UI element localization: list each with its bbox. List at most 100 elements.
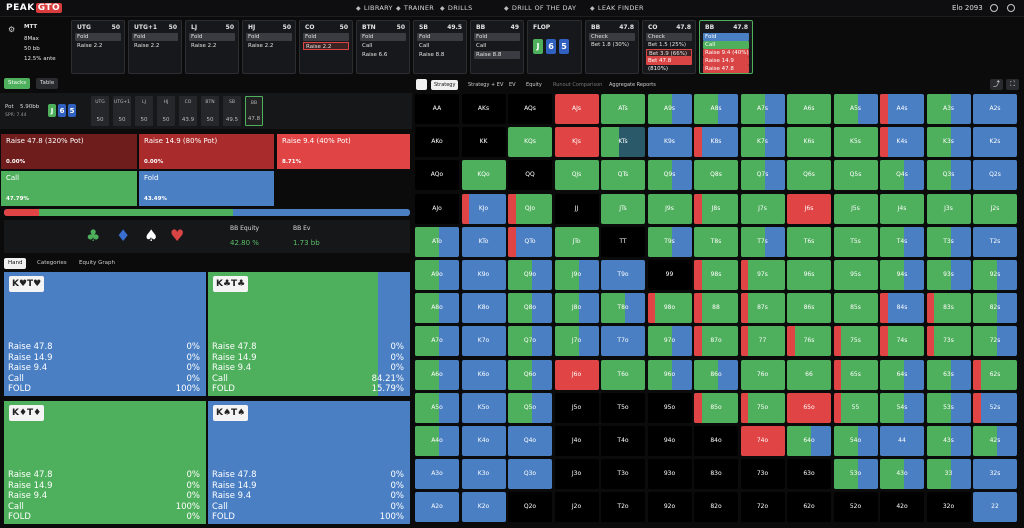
tab-ev[interactable]: EV — [509, 82, 516, 88]
hand-cell[interactable]: KJs — [554, 127, 599, 158]
seat-action[interactable]: Raise 6.6 — [362, 52, 388, 58]
hand-cell[interactable]: 97s — [740, 260, 785, 290]
seat-utg+1[interactable]: UTG+1 50 Fold Raise 2.2 — [128, 20, 182, 74]
hand-cell[interactable]: J4o — [554, 426, 599, 456]
seat-action[interactable]: Raise 2.2 — [77, 43, 103, 49]
seat-action[interactable]: Check — [646, 33, 692, 41]
seat-action[interactable]: Raise 2.2 — [191, 43, 217, 49]
hand-cell[interactable]: 93s — [926, 260, 971, 290]
seat-action[interactable]: Bet 1.8 (30%) — [591, 42, 630, 48]
hand-cell[interactable]: KQo — [461, 160, 506, 191]
hand-cell[interactable]: 94o — [647, 426, 692, 456]
hand-cell[interactable]: Q2o — [508, 492, 552, 523]
hand-cell[interactable]: 95o — [647, 392, 692, 423]
hand-cell[interactable]: 77 — [740, 326, 785, 357]
hand-cell[interactable]: 72o — [740, 492, 785, 523]
hand-cell[interactable]: 63s — [926, 359, 971, 390]
hand-cell[interactable]: T4o — [601, 426, 645, 456]
postflop-seat-1[interactable]: CO 47.8 Check Bet 1.5 (25%) Bet 3.9 (66%) Bet… — [642, 20, 696, 74]
hand-cell[interactable]: KK — [461, 127, 506, 158]
seat-sb[interactable]: SB 49.5 Fold Call Raise 8.8 — [413, 20, 467, 74]
hand-cell[interactable]: 74o — [740, 426, 785, 456]
nav-leak-finder[interactable]: ◆ LEAK FINDER — [590, 4, 644, 12]
hand-combo-2[interactable]: K♦T♦ Raise 47.8 0% Raise 14.9 0% Raise 9.4 0% C… — [4, 401, 206, 524]
hand-cell[interactable]: 42s — [973, 426, 1017, 456]
seat-action[interactable]: Raise 8.8 — [419, 52, 445, 58]
hand-cell[interactable]: J9s — [647, 193, 692, 224]
hand-cell[interactable]: A3s — [926, 94, 971, 124]
hand-cell[interactable]: T7o — [601, 326, 645, 357]
hand-cell[interactable]: 88 — [694, 293, 738, 324]
tab-runout-comparison[interactable]: Runout Comparison — [553, 82, 603, 88]
tab-categories[interactable]: Categories — [37, 260, 67, 266]
hand-cell[interactable]: K5o — [461, 392, 506, 423]
seat-utg[interactable]: UTG 50 Fold Raise 2.2 — [71, 20, 125, 74]
hand-cell[interactable]: AKs — [461, 94, 506, 124]
hand-cell[interactable]: A2s — [973, 94, 1017, 124]
hand-cell[interactable]: J6o — [554, 359, 599, 390]
hand-cell[interactable]: Q2s — [973, 160, 1017, 191]
tab-strategy-ev[interactable]: Strategy + EV — [468, 82, 504, 88]
hand-cell[interactable]: J6s — [787, 193, 831, 224]
hand-cell[interactable]: 92o — [647, 492, 692, 523]
hand-cell[interactable]: T5s — [833, 226, 878, 257]
nav-drill-of-the-day[interactable]: ◆ DRILL OF THE DAY — [504, 4, 576, 12]
hand-cell[interactable]: K8s — [694, 127, 738, 158]
hand-cell[interactable]: A6s — [787, 94, 831, 124]
seat-hj[interactable]: HJ 50 Fold Raise 2.2 — [242, 20, 296, 74]
option-raise-14-9-80-pot-[interactable]: Raise 14.9 (80% Pot) 0.00% — [139, 134, 274, 169]
hand-cell[interactable]: A9o — [415, 260, 459, 290]
hand-cell[interactable]: 84o — [694, 426, 738, 456]
option-call[interactable]: Call 47.79% — [1, 171, 137, 206]
hand-cell[interactable]: 64s — [880, 359, 924, 390]
hand-cell[interactable]: TT — [601, 226, 645, 257]
seat-action[interactable]: Fold — [417, 33, 463, 41]
seat-lj[interactable]: LJ 50 Fold Raise 2.2 — [185, 20, 239, 74]
hand-cell[interactable]: 22 — [973, 492, 1017, 523]
tab-strategy[interactable]: Strategy — [431, 80, 459, 90]
hand-cell[interactable]: K2o — [461, 492, 506, 523]
hand-cell[interactable]: 98s — [694, 260, 738, 290]
tab-stacks[interactable]: Stacks — [4, 78, 31, 89]
hand-cell[interactable]: 98o — [647, 293, 692, 324]
club-icon[interactable]: ♣ — [86, 226, 101, 245]
hand-cell[interactable]: Q7o — [508, 326, 552, 357]
seat-action[interactable]: Call — [362, 43, 373, 49]
hand-cell[interactable]: 87o — [694, 326, 738, 357]
seat-action[interactable]: Raise 2.2 — [303, 42, 349, 50]
hand-cell[interactable]: T2s — [973, 226, 1017, 257]
hand-cell[interactable]: AQs — [508, 94, 552, 124]
hand-cell[interactable]: QJo — [508, 193, 552, 224]
hand-cell[interactable]: 93o — [647, 459, 692, 490]
hand-cell[interactable]: J7o — [554, 326, 599, 357]
hand-cell[interactable]: A8o — [415, 293, 459, 324]
hand-cell[interactable]: J8s — [694, 193, 738, 224]
hand-cell[interactable]: Q5o — [508, 392, 552, 423]
hand-cell[interactable]: T6o — [601, 359, 645, 390]
hand-cell[interactable]: T4s — [880, 226, 924, 257]
hand-cell[interactable]: K8o — [461, 293, 506, 324]
hand-cell[interactable]: Q8s — [694, 160, 738, 191]
hand-cell[interactable]: 94s — [880, 260, 924, 290]
hand-cell[interactable]: Q6o — [508, 359, 552, 390]
settings-icon[interactable]: ⚙ — [8, 25, 16, 34]
hand-cell[interactable]: J7s — [740, 193, 785, 224]
hand-cell[interactable]: 84s — [880, 293, 924, 324]
tab-aggregate-reports[interactable]: Aggregate Reports — [609, 82, 656, 88]
hand-cell[interactable]: T9o — [601, 260, 645, 290]
hand-cell[interactable]: 83s — [926, 293, 971, 324]
hand-cell[interactable]: KQs — [508, 127, 552, 158]
hand-cell[interactable]: 32s — [973, 459, 1017, 490]
expand-icon[interactable]: ⛶ — [1006, 79, 1019, 90]
hand-cell[interactable]: K6s — [787, 127, 831, 158]
hand-cell[interactable]: 75s — [833, 326, 878, 357]
seat-action[interactable]: Fold — [360, 33, 406, 41]
seat-action[interactable]: Raise 2.2 — [134, 43, 160, 49]
hand-cell[interactable]: K9o — [461, 260, 506, 290]
hand-cell[interactable]: K5s — [833, 127, 878, 158]
seat-action[interactable]: Fold — [132, 33, 178, 41]
hand-cell[interactable]: T8o — [601, 293, 645, 324]
seat-bb[interactable]: BB 49 Fold Call Raise 8.8 — [470, 20, 524, 74]
hand-cell[interactable]: AJo — [415, 193, 459, 224]
hand-cell[interactable]: AJs — [554, 94, 599, 124]
